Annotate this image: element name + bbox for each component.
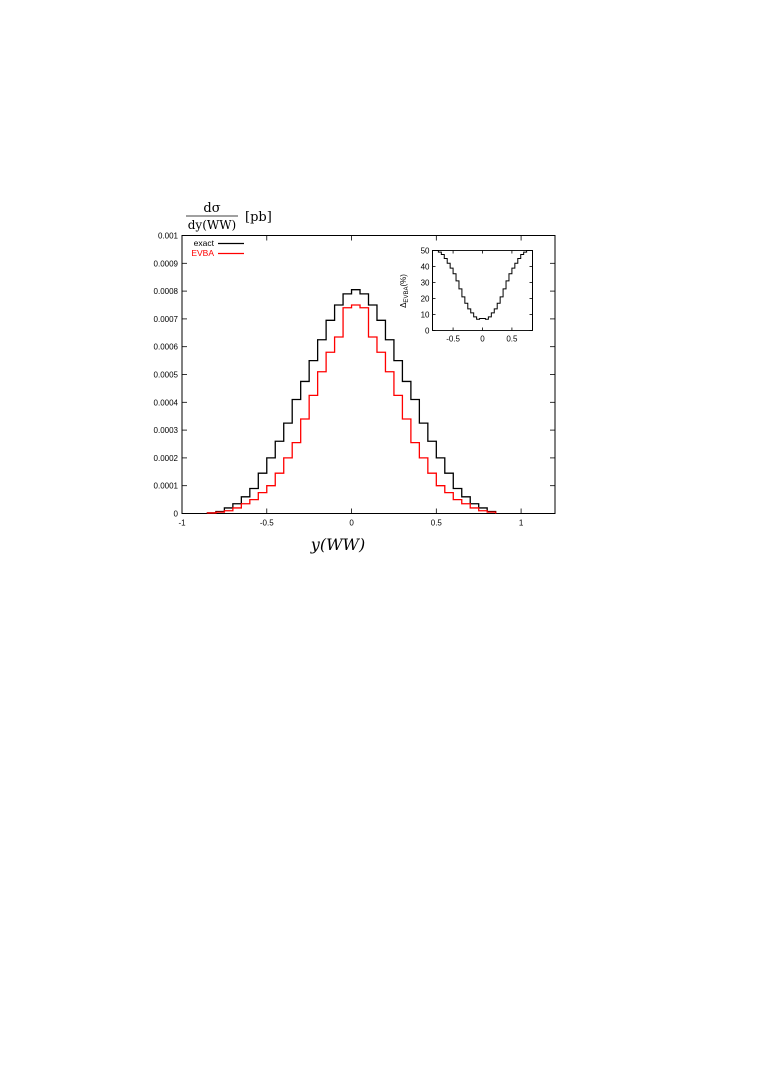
main-y-tick-label: 0.0006 — [154, 343, 179, 352]
legend-label-exact: exact — [194, 238, 215, 248]
inset-series-group — [432, 250, 533, 331]
y-axis-label: dσ dy(WW) [pb] — [186, 201, 272, 232]
main-x-tick-label: 0 — [349, 519, 354, 528]
main-y-tick-label: 0.0009 — [154, 259, 179, 268]
inset-x-tick-label: 0.5 — [506, 335, 518, 344]
inset-y-label-symbol: Δ — [399, 302, 408, 308]
y-label-numerator: dσ — [203, 201, 220, 216]
main-series-line-exact — [206, 289, 497, 514]
inset-y-tick-label: 20 — [421, 295, 430, 304]
main-series-group — [206, 289, 497, 514]
inset-y-tick-label: 40 — [421, 263, 430, 272]
inset-x-tick-label: -0.5 — [446, 335, 460, 344]
main-x-tick-label: -1 — [178, 519, 186, 528]
y-label-denominator: dy(WW) — [188, 218, 237, 232]
legend-label-evba: EVBA — [191, 248, 214, 258]
main-x-tick-label: -0.5 — [260, 519, 274, 528]
inset-y-label-sub: EVBA — [404, 287, 410, 303]
main-y-tick-label: 0.0003 — [154, 426, 179, 435]
main-series-line-evba — [206, 304, 497, 514]
main-x-tick-label: 0.5 — [431, 519, 443, 528]
main-y-tick-label: 0.0004 — [154, 398, 179, 407]
inset-y-tick-label: 30 — [421, 279, 430, 288]
inset-y-tick-label: 0 — [425, 327, 430, 336]
main-y-tick-label: 0 — [174, 510, 179, 519]
main-y-tick-label: 0.0007 — [154, 315, 179, 324]
inset-y-axis-label: ΔEVBA(%) — [399, 274, 410, 308]
inset-axis-ticks: -0.5 0 0.5 0 10 20 30 40 50 — [421, 247, 533, 344]
y-label-unit: [pb] — [245, 210, 272, 225]
x-axis-label: y(WW) — [310, 535, 365, 554]
inset-x-tick-label: 0 — [480, 335, 485, 344]
main-y-tick-label: 0.0005 — [154, 371, 179, 380]
inset-y-label-unit: (%) — [399, 274, 408, 287]
inset-y-tick-label: 10 — [421, 311, 430, 320]
main-axis-ticks: -1 -0.5 0 0.5 100.00010.00020.00030.00040.00… — [154, 232, 555, 528]
main-y-tick-label: 0.0001 — [154, 482, 179, 491]
inset-series-line-0 — [432, 250, 533, 331]
main-y-tick-label: 0.0002 — [154, 454, 179, 463]
main-y-tick-label: 0.001 — [158, 232, 179, 241]
main-x-tick-label: 1 — [519, 519, 524, 528]
legend: exact EVBA — [191, 238, 244, 258]
inset-y-tick-label: 50 — [421, 247, 430, 256]
main-y-tick-label: 0.0008 — [154, 287, 179, 296]
